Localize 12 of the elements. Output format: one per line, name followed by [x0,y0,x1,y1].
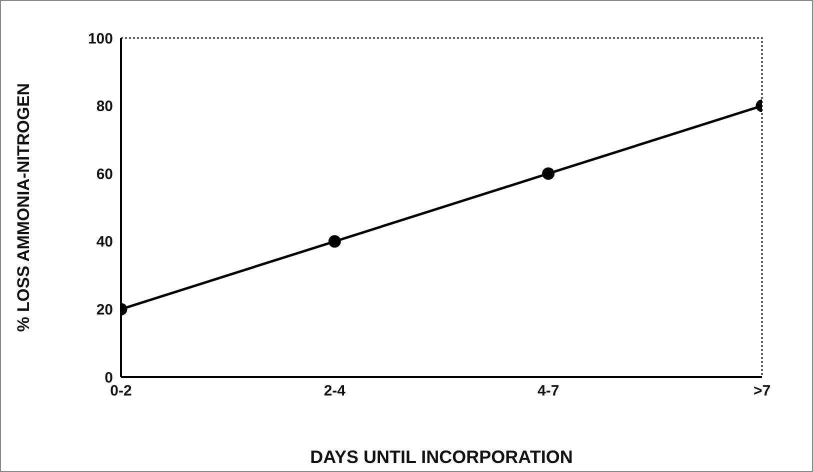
y-tick-label: 60 [96,166,113,183]
x-tick-label: 2-4 [324,382,346,400]
x-tick-label: >7 [753,382,771,400]
y-tick-label: 80 [96,98,113,116]
y-tick-label: 0 [104,369,113,386]
y-tick-label: 20 [96,302,113,319]
y-tick-label: 40 [96,234,113,251]
x-axis-title: DAYS UNTIL INCORPORATION [310,447,573,467]
x-tick-label: 4-7 [537,382,560,400]
y-axis-title: % LOSS AMMONIA-NITROGEN [14,83,34,332]
x-tick-label: 0-2 [110,382,132,400]
y-tick-label: 100 [88,30,113,48]
